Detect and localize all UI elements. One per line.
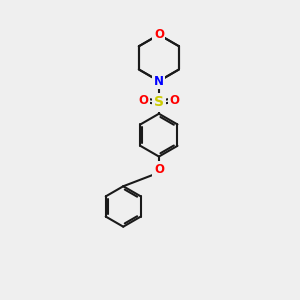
Text: O: O	[169, 94, 179, 106]
Text: O: O	[154, 28, 164, 41]
Text: O: O	[154, 163, 164, 176]
Text: S: S	[154, 95, 164, 110]
Text: O: O	[139, 94, 148, 106]
Text: N: N	[154, 74, 164, 88]
